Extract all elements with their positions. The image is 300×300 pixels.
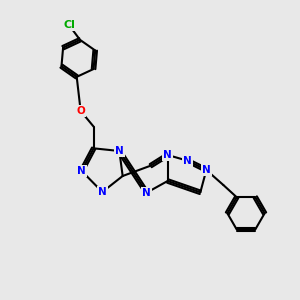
Text: O: O — [76, 106, 85, 116]
Text: Cl: Cl — [63, 20, 75, 30]
Text: N: N — [98, 187, 107, 197]
Text: N: N — [202, 165, 211, 175]
Text: N: N — [77, 166, 86, 176]
Text: N: N — [183, 156, 192, 166]
Text: N: N — [142, 188, 151, 198]
Text: N: N — [115, 146, 124, 156]
Text: N: N — [163, 150, 172, 160]
